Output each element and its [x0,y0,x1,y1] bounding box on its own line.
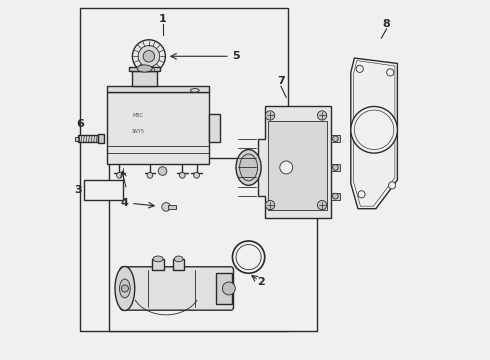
Bar [78,135,98,142]
Circle shape [280,161,293,174]
Bar [132,71,157,86]
Bar [107,92,209,164]
Circle shape [266,201,275,210]
Bar [152,259,164,270]
Circle shape [162,203,171,211]
Circle shape [147,172,153,178]
Circle shape [387,69,394,76]
Circle shape [354,110,394,149]
Text: 2: 2 [258,277,265,287]
Ellipse shape [190,89,199,92]
Ellipse shape [236,149,261,185]
Circle shape [132,40,166,73]
Bar [84,180,123,200]
Circle shape [179,172,185,178]
Text: MBC: MBC [132,113,143,118]
Bar [173,259,184,270]
Circle shape [222,282,235,295]
Ellipse shape [115,266,135,311]
FancyBboxPatch shape [120,267,234,310]
Bar [331,135,340,142]
Text: 4: 4 [121,198,128,208]
Circle shape [318,111,327,120]
Circle shape [389,182,395,189]
Circle shape [318,201,327,210]
Circle shape [333,193,338,199]
Ellipse shape [240,154,258,181]
Bar [331,164,340,171]
Circle shape [356,65,364,72]
Bar [331,193,340,200]
Bar [168,205,176,209]
Circle shape [266,111,275,120]
Text: 7: 7 [277,76,285,86]
Ellipse shape [174,256,183,262]
Bar [107,86,209,92]
Bar [216,273,232,304]
Circle shape [117,172,122,178]
Circle shape [138,45,160,67]
Circle shape [194,172,199,178]
Bar [109,158,317,330]
Text: 3: 3 [74,185,82,195]
Ellipse shape [120,279,130,298]
Polygon shape [209,114,220,142]
Ellipse shape [153,256,163,262]
Circle shape [122,285,128,292]
Circle shape [236,244,261,270]
Circle shape [358,191,365,198]
Ellipse shape [137,65,152,72]
Bar [129,67,160,71]
Text: 5: 5 [232,51,240,61]
Bar [80,8,288,330]
Text: 6: 6 [76,120,84,129]
Text: 1: 1 [159,14,167,24]
Text: SNY5: SNY5 [132,129,145,134]
Circle shape [143,50,155,62]
Circle shape [232,241,265,273]
Polygon shape [258,107,331,218]
Text: 8: 8 [383,19,391,29]
Circle shape [158,167,167,175]
Circle shape [351,107,397,153]
Bar [269,121,327,211]
Polygon shape [351,58,397,209]
Circle shape [333,165,338,170]
Bar [98,134,104,143]
Bar [75,136,79,141]
Circle shape [333,136,338,141]
